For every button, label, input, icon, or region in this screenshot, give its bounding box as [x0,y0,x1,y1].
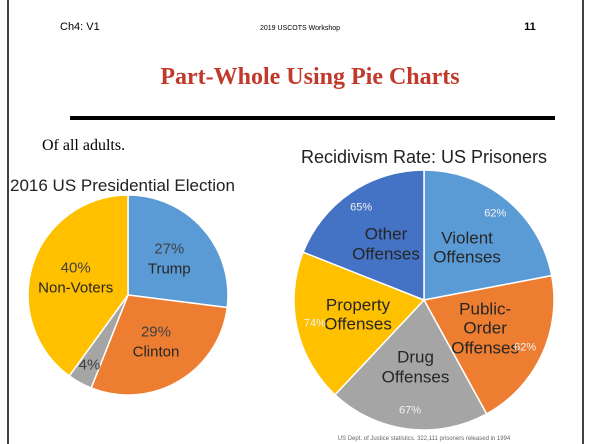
note: Of all adults. [42,137,125,154]
header-center: 2019 USCOTS Workshop [260,25,340,32]
header-left: Ch4: V1 [60,21,100,33]
pie-slice [333,298,488,431]
rate-label: 65% [350,201,373,214]
rate-label: 74% [303,318,326,331]
slide-title: Part-Whole Using Pie Charts [160,64,459,90]
category-label: Clinton [132,343,180,361]
chart-title: 2016 US Presidential Election [10,176,235,195]
pie-slice [422,274,555,415]
rate-label: 67% [398,404,421,417]
category-label: Other Offenses [352,224,420,264]
category-label: Violent Offenses [433,228,501,267]
pie-slice [423,169,553,301]
category-label: Non-Voters [38,279,114,297]
value-label: 4% [78,356,101,374]
category-label: Public-Order Offenses [451,299,520,358]
footer: US Dept. of Justice statistics. 322,111 … [338,436,511,442]
pie-slice [302,169,425,302]
value-label: 27% [154,240,185,257]
chart-title: Recidivism Rate: US Prisoners [301,147,547,167]
pie-slice [127,194,229,309]
value-label: 29% [140,323,171,341]
category-label: Trump [147,260,191,277]
rate-label: 62% [484,207,507,220]
pie-slice [27,194,129,377]
page-number: 11 [524,21,536,33]
pie-slice [90,294,229,396]
value-label: 40% [60,259,91,277]
category-label: Property Offenses [324,295,392,334]
rate-label: 62% [514,341,537,354]
category-label: Drug Offenses [381,347,450,387]
